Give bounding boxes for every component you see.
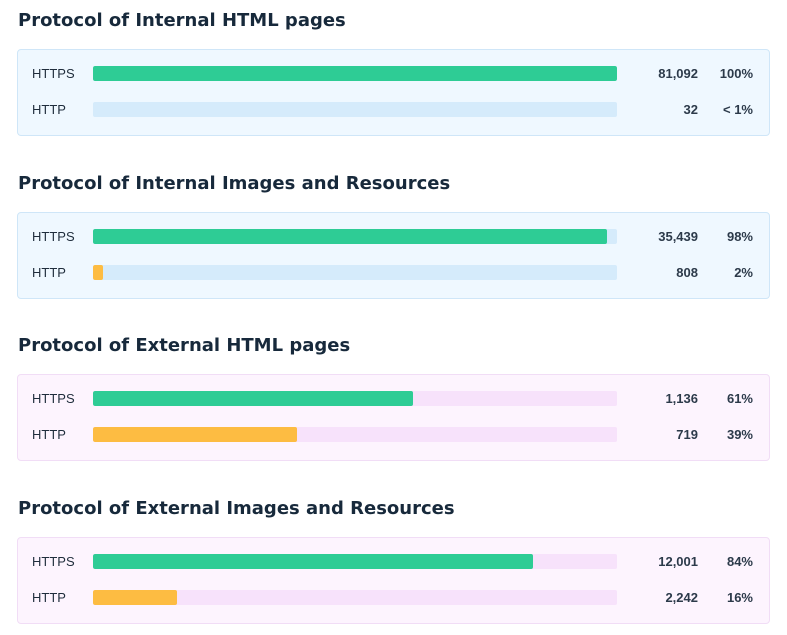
- bar-row-https[interactable]: HTTPS 81,092 100%: [18, 64, 769, 84]
- chart-panel: HTTPS 12,001 84% HTTP 2,242 16%: [17, 537, 770, 624]
- bar-track: [93, 229, 617, 244]
- bar-row-https[interactable]: HTTPS 12,001 84%: [18, 552, 769, 572]
- bar-https[interactable]: [93, 554, 534, 569]
- chart-title: Protocol of External HTML pages: [18, 335, 351, 356]
- chart-title: Protocol of Internal HTML pages: [18, 10, 346, 31]
- value-label: 808: [676, 265, 698, 280]
- bar-http[interactable]: [93, 427, 298, 442]
- chart-external-images-resources: Protocol of External Images and Resource…: [17, 496, 770, 624]
- value-label: 1,136: [665, 391, 698, 406]
- percent-label: 98%: [726, 229, 753, 244]
- chart-external-html-pages: Protocol of External HTML pages HTTPS 1,…: [17, 333, 770, 461]
- chart-panel: HTTPS 1,136 61% HTTP 719 39%: [17, 374, 770, 461]
- chart-title: Protocol of External Images and Resource…: [18, 498, 455, 519]
- category-label: HTTP: [32, 265, 66, 280]
- category-label: HTTP: [32, 590, 66, 605]
- value-label: 2,242: [665, 590, 698, 605]
- bar-row-http[interactable]: HTTP 719 39%: [18, 425, 769, 445]
- bar-http[interactable]: [93, 590, 177, 605]
- category-label: HTTP: [32, 427, 66, 442]
- value-label: 12,001: [658, 554, 698, 569]
- percent-label: 84%: [726, 554, 753, 569]
- percent-label: 100%: [719, 66, 753, 81]
- percent-label: 16%: [726, 590, 753, 605]
- bar-row-https[interactable]: HTTPS 35,439 98%: [18, 227, 769, 247]
- value-label: 81,092: [658, 66, 698, 81]
- bar-https[interactable]: [93, 229, 607, 244]
- bar-track: [93, 102, 617, 117]
- category-label: HTTPS: [32, 229, 75, 244]
- category-label: HTTPS: [32, 391, 75, 406]
- bar-https[interactable]: [93, 66, 617, 81]
- bar-http[interactable]: [93, 265, 104, 280]
- bar-track: [93, 391, 617, 406]
- chart-panel: HTTPS 81,092 100% HTTP 32 < 1%: [17, 49, 770, 136]
- percent-label: 39%: [726, 427, 753, 442]
- chart-title: Protocol of Internal Images and Resource…: [18, 173, 451, 194]
- bar-row-http[interactable]: HTTP 2,242 16%: [18, 588, 769, 608]
- category-label: HTTPS: [32, 554, 75, 569]
- bar-row-http[interactable]: HTTP 32 < 1%: [18, 100, 769, 120]
- bar-track: [93, 554, 617, 569]
- bar-row-http[interactable]: HTTP 808 2%: [18, 263, 769, 283]
- bar-track: [93, 66, 617, 81]
- value-label: 32: [683, 102, 698, 117]
- category-label: HTTP: [32, 102, 66, 117]
- category-label: HTTPS: [32, 66, 75, 81]
- chart-panel: HTTPS 35,439 98% HTTP 808 2%: [17, 212, 770, 299]
- chart-internal-html-pages: Protocol of Internal HTML pages HTTPS 81…: [17, 8, 770, 136]
- percent-label: 61%: [726, 391, 753, 406]
- bar-track: [93, 265, 617, 280]
- bar-track: [93, 590, 617, 605]
- bar-row-https[interactable]: HTTPS 1,136 61%: [18, 389, 769, 409]
- chart-internal-images-resources: Protocol of Internal Images and Resource…: [17, 171, 770, 299]
- percent-label: 2%: [734, 265, 753, 280]
- value-label: 35,439: [658, 229, 698, 244]
- percent-label: < 1%: [723, 102, 753, 117]
- bar-https[interactable]: [93, 391, 413, 406]
- value-label: 719: [676, 427, 698, 442]
- bar-track: [93, 427, 617, 442]
